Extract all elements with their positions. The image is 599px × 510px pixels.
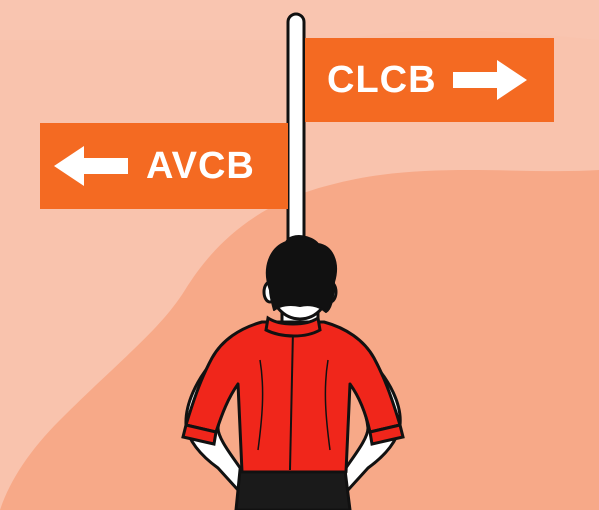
left-arrow-icon [52,143,130,189]
right-arrow-icon [451,57,529,103]
sign-avcb: AVCB [40,123,288,209]
sign-avcb-label: AVCB [146,145,255,187]
sign-clcb-label: CLCB [327,59,437,101]
sign-clcb: CLCB [305,38,554,122]
